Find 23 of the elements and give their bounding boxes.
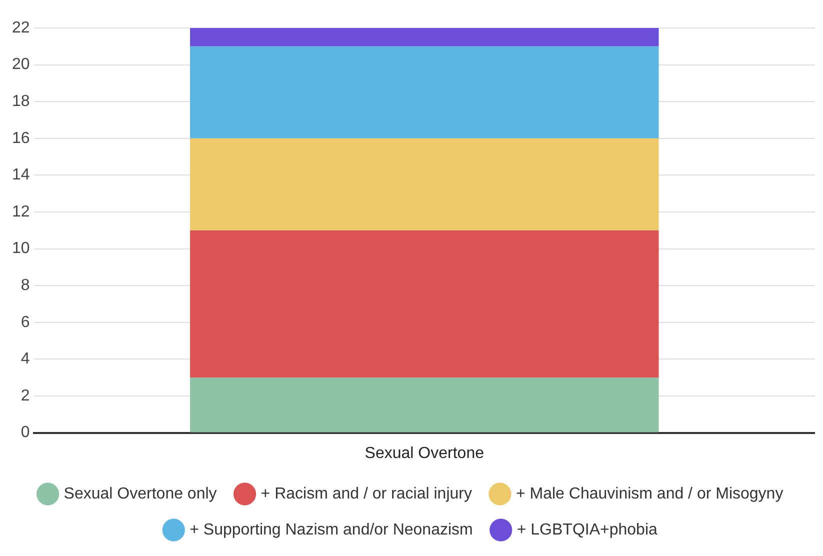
legend-label: Sexual Overtone only: [64, 485, 217, 502]
y-tick-label: 22: [12, 19, 30, 36]
y-tick-label: 14: [12, 166, 30, 184]
legend-label: + Supporting Nazism and/or Neonazism: [190, 521, 473, 538]
y-tick-label: 10: [12, 240, 30, 258]
bar: [190, 138, 659, 230]
legend-label: + LGBTQIA+phobia: [516, 521, 658, 538]
bar: [190, 46, 659, 138]
y-tick-label: 18: [12, 93, 30, 110]
bar: [190, 28, 659, 46]
y-tick-label: 0: [20, 424, 30, 442]
bar: [190, 378, 659, 432]
bar: [190, 230, 659, 378]
y-tick-label: 20: [12, 56, 30, 74]
y-tick-label: 6: [20, 314, 30, 331]
x-tick-label: Sexual Overtone: [364, 444, 484, 462]
y-tick-label: 4: [20, 350, 30, 368]
legend-label: + Male Chauvinism and / or Misogyny: [516, 485, 784, 502]
y-tick-label: 2: [20, 387, 30, 404]
y-tick-label: 16: [12, 130, 30, 147]
y-tick-label: 8: [20, 277, 30, 294]
y-tick-label: 12: [12, 203, 30, 220]
legend-label: + Racism and / or racial injury: [260, 485, 472, 502]
